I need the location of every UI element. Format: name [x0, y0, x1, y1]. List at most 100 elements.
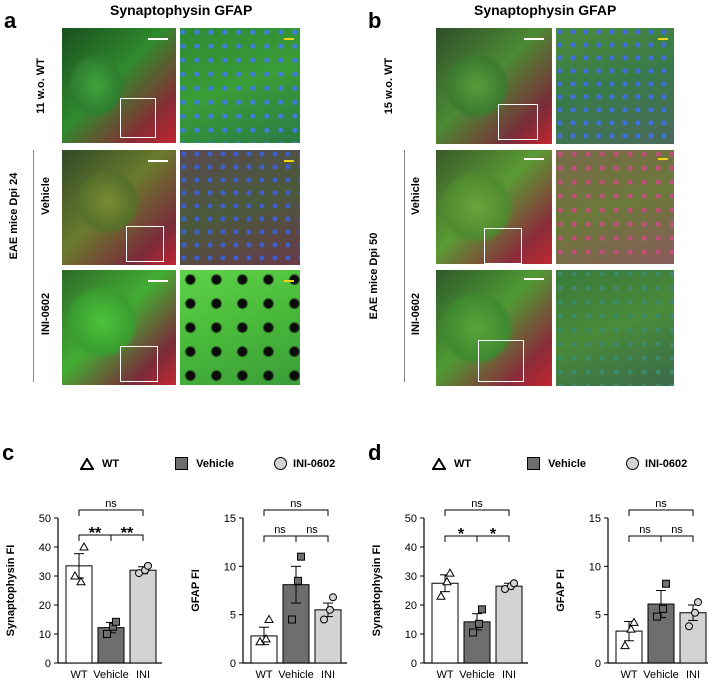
legend-vehicle-label: Vehicle [196, 457, 235, 470]
panel-b-row-label-2: Vehicle [410, 177, 422, 215]
y-tick-label: 10 [224, 561, 236, 573]
data-point-circle [329, 593, 337, 602]
data-point-triangle [620, 640, 630, 650]
bar [431, 582, 459, 664]
data-point-square [294, 576, 302, 585]
legend-vehicle-swatch [175, 457, 189, 470]
data-point-square [288, 615, 296, 624]
micrograph-b-ini-overview [436, 270, 552, 386]
y-tick-label: 10 [39, 629, 51, 641]
data-point-circle [685, 622, 693, 631]
legend-vehicle-swatch [527, 457, 541, 470]
chart-d-synaptophysin: Synaptophysin FI 0 10 20 30 40 50 WT Vehicle INI *… [371, 498, 528, 681]
bar [679, 612, 707, 664]
x-tick-label: WT [620, 669, 637, 681]
data-point-square [478, 605, 486, 614]
data-point-circle [510, 579, 518, 588]
panel-b-letter: b [368, 8, 382, 33]
roi-box [498, 104, 538, 140]
data-point-triangle [76, 576, 86, 586]
x-tick-label: Vehicle [459, 669, 494, 681]
y-tick-label: 0 [411, 658, 417, 670]
data-point-circle [320, 615, 328, 624]
scale-bar [284, 160, 294, 162]
micrograph-a-wt-zoom [180, 28, 300, 143]
significance-bracket [295, 535, 329, 542]
scale-bar [658, 38, 668, 40]
data-point-triangle [442, 576, 452, 586]
micrograph-b-wt-zoom [556, 28, 674, 144]
scale-bar [148, 160, 168, 162]
data-point-square [112, 617, 120, 626]
data-point-circle [144, 561, 152, 570]
significance-label: ** [89, 525, 102, 542]
chart-d-gfap: GFAP FI 0 5 10 15 WT Vehicle INI ns ns ns [555, 498, 708, 681]
bar [129, 569, 157, 664]
micrograph-b-vehicle-overview [436, 150, 552, 264]
panel-a-title: Synaptophysin GFAP [110, 2, 253, 18]
data-point-square [475, 619, 483, 628]
micrograph-a-vehicle-overview [62, 150, 176, 265]
bar [495, 585, 523, 664]
data-point-square [653, 612, 661, 621]
significance-bracket [263, 509, 329, 516]
micrograph-a-vehicle-zoom [180, 150, 300, 265]
data-point-circle [694, 598, 702, 607]
y-tick-label: 50 [39, 513, 51, 525]
significance-bracket [444, 509, 510, 516]
y-axis-label: GFAP FI [190, 569, 202, 612]
significance-bracket [628, 509, 694, 516]
triangle-icon [80, 457, 94, 470]
panel-b-title: Synaptophysin GFAP [474, 2, 617, 18]
panel-a-row-label-2: Vehicle [40, 177, 52, 215]
roi-box [478, 340, 524, 382]
panel-b-group-label: EAE mice Dpi 50 [368, 232, 380, 320]
panel-a-group-line [33, 150, 34, 382]
data-point-square [103, 630, 111, 638]
data-point-triangle [626, 624, 636, 633]
scale-bar [524, 38, 544, 40]
data-point-square [662, 579, 670, 588]
y-axis-label: GFAP FI [555, 569, 567, 612]
x-tick-label: WT [436, 669, 453, 681]
significance-label: ns [306, 524, 318, 536]
micrograph-b-wt-overview [436, 28, 552, 144]
y-tick-label: 0 [595, 658, 601, 670]
scale-bar [658, 158, 668, 160]
significance-bracket [110, 534, 144, 541]
legend-ini-swatch [274, 457, 288, 470]
data-point-triangle [436, 591, 446, 600]
data-point-square [297, 552, 305, 561]
significance-label: ns [655, 498, 667, 510]
x-tick-label: INI [136, 669, 150, 681]
x-tick-label: WT [70, 669, 87, 681]
data-point-circle [691, 608, 699, 617]
data-point-square [469, 628, 477, 637]
x-tick-label: Vehicle [643, 669, 678, 681]
x-tick-label: INI [502, 669, 516, 681]
bar [314, 609, 342, 664]
y-tick-label: 20 [39, 600, 51, 612]
roi-box [484, 228, 522, 264]
y-tick-label: 5 [230, 610, 236, 622]
scale-bar [148, 38, 168, 40]
legend-c: WT Vehicle INI-0602 [80, 457, 335, 470]
legend-ini-label: INI-0602 [645, 457, 688, 470]
significance-label: ns [274, 524, 286, 536]
significance-label: ns [105, 498, 117, 510]
data-point-triangle [79, 541, 89, 551]
panel-b-row-label-1: 15 w.o. WT [383, 57, 395, 115]
panel-b-group-line [404, 150, 405, 382]
y-axis-label: Synaptophysin FI [5, 545, 17, 637]
significance-label: * [490, 526, 497, 543]
significance-bracket [476, 535, 510, 542]
scale-bar [524, 278, 544, 280]
significance-label: ns [290, 498, 302, 510]
legend-vehicle-label: Vehicle [548, 457, 587, 470]
micrograph-a-wt-overview [62, 28, 176, 143]
legend-ini-label: INI-0602 [293, 457, 336, 470]
y-tick-label: 20 [405, 600, 417, 612]
y-axis-label: Synaptophysin FI [371, 545, 383, 637]
legend-d: WT Vehicle INI-0602 [432, 457, 687, 470]
panel-b-row-label-3: INI-0602 [410, 292, 422, 336]
